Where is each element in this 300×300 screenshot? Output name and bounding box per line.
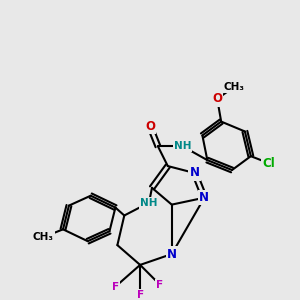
- Text: N: N: [200, 191, 209, 204]
- Text: CH₃: CH₃: [33, 232, 54, 242]
- Text: N: N: [190, 167, 200, 179]
- Text: Cl: Cl: [262, 157, 275, 169]
- Text: F: F: [156, 280, 164, 290]
- Text: NH: NH: [174, 141, 191, 151]
- Text: CH₃: CH₃: [224, 82, 244, 92]
- Text: F: F: [136, 290, 144, 300]
- Text: N: N: [167, 248, 177, 260]
- Text: NH: NH: [140, 198, 158, 208]
- Text: F: F: [112, 282, 119, 292]
- Text: O: O: [145, 120, 155, 133]
- Text: O: O: [212, 92, 222, 105]
